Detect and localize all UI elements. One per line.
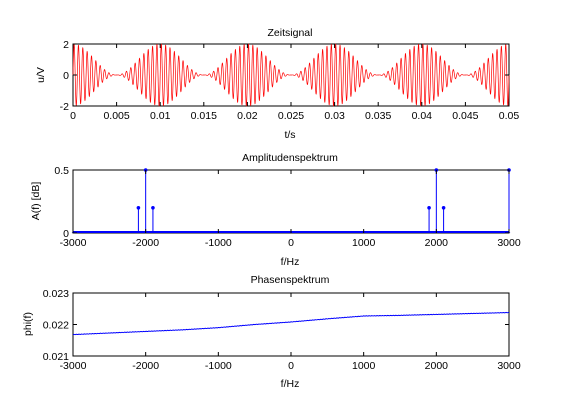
x-tick-label: -1000 xyxy=(205,237,232,249)
x-tick-label: 1000 xyxy=(352,360,376,372)
x-tick-label: 3000 xyxy=(497,360,521,372)
amplitude-spectrum-xlabel: f/Hz xyxy=(281,256,300,268)
x-tick-label: 0.05 xyxy=(499,110,520,122)
x-tick-label: 2000 xyxy=(425,360,449,372)
time-signal-ylabel: u/V xyxy=(35,67,47,83)
x-tick-label: 3000 xyxy=(497,237,521,249)
phase-spectrum-title: Phasenspektrum xyxy=(251,274,330,286)
amplitude-spectrum-title: Amplitudenspektrum xyxy=(242,152,338,164)
amplitude-spectrum-ylabel: A(f) [dB] xyxy=(30,182,42,221)
y-tick-label: 0.021 xyxy=(43,351,69,363)
y-tick-label: 0 xyxy=(63,70,69,82)
phase-spectrum-plot-area xyxy=(72,311,510,336)
x-tick-label: -3000 xyxy=(60,237,87,249)
spectrum-marker xyxy=(441,206,446,210)
x-tick-label: 0.02 xyxy=(237,110,258,122)
x-tick-label: -2000 xyxy=(132,360,159,372)
y-tick-label: 0.023 xyxy=(43,288,69,300)
x-tick-label: 0.045 xyxy=(452,110,478,122)
y-tick-label: 2 xyxy=(63,39,69,51)
amplitude-spectrum-ticks: -3000 -2000 -1000 0 1000 2000 3000 0 0.5 xyxy=(54,165,520,249)
time-signal-xlabel: t/s xyxy=(284,129,295,141)
subplot-amplitude-spectrum: Amplitudenspektrum -3000 -2000 -1000 0 1000 2… xyxy=(30,152,521,268)
x-tick-label: 0.005 xyxy=(103,110,129,122)
x-tick-label: -1000 xyxy=(205,360,232,372)
y-tick-label: 0.022 xyxy=(43,320,69,332)
phase-spectrum-ticks: -3000 -2000 -1000 0 1000 2000 3000 0.021 0.022 0.… xyxy=(43,288,521,372)
y-tick-label: 0 xyxy=(63,228,69,240)
time-signal-plot-area xyxy=(72,43,510,107)
x-tick-label: 0 xyxy=(288,360,294,372)
x-tick-label: -3000 xyxy=(60,360,87,372)
x-tick-label: 0.03 xyxy=(324,110,345,122)
phase-line xyxy=(72,311,510,336)
y-tick-label: -2 xyxy=(60,101,69,113)
x-tick-label: 0.01 xyxy=(150,110,171,122)
x-tick-label: 0.015 xyxy=(191,110,217,122)
spectrum-marker xyxy=(427,206,431,210)
x-tick-label: 0.035 xyxy=(365,110,391,122)
x-tick-label: 0 xyxy=(70,110,76,122)
time-signal-title: Zeitsignal xyxy=(268,27,313,39)
spectrum-marker xyxy=(136,206,141,210)
x-tick-label: -2000 xyxy=(132,237,159,249)
phase-spectrum-axes xyxy=(72,292,510,357)
spectrum-marker xyxy=(151,206,155,210)
x-tick-label: 0.025 xyxy=(278,110,304,122)
phase-spectrum-xlabel: f/Hz xyxy=(281,378,300,390)
phase-spectrum-ylabel: phi(f) xyxy=(22,312,34,336)
time-signal-line xyxy=(72,43,510,107)
x-tick-label: 0.04 xyxy=(412,110,433,122)
x-tick-label: 1000 xyxy=(352,237,376,249)
time-signal-ticks: 0 0.005 0.01 0.015 0.02 0.025 0.03 0.035 0.04 0.0… xyxy=(60,39,520,122)
x-tick-label: 0 xyxy=(288,237,294,249)
y-tick-label: 0.5 xyxy=(54,165,69,177)
subplot-time-signal: Zeitsignal 0 0.005 0.01 0.015 0.02 0.025 0.03 0… xyxy=(35,27,519,141)
subplot-phase-spectrum: Phasenspektrum -3000 -2000 -1000 0 1000 2000 3… xyxy=(22,274,521,390)
x-tick-label: 2000 xyxy=(425,237,449,249)
